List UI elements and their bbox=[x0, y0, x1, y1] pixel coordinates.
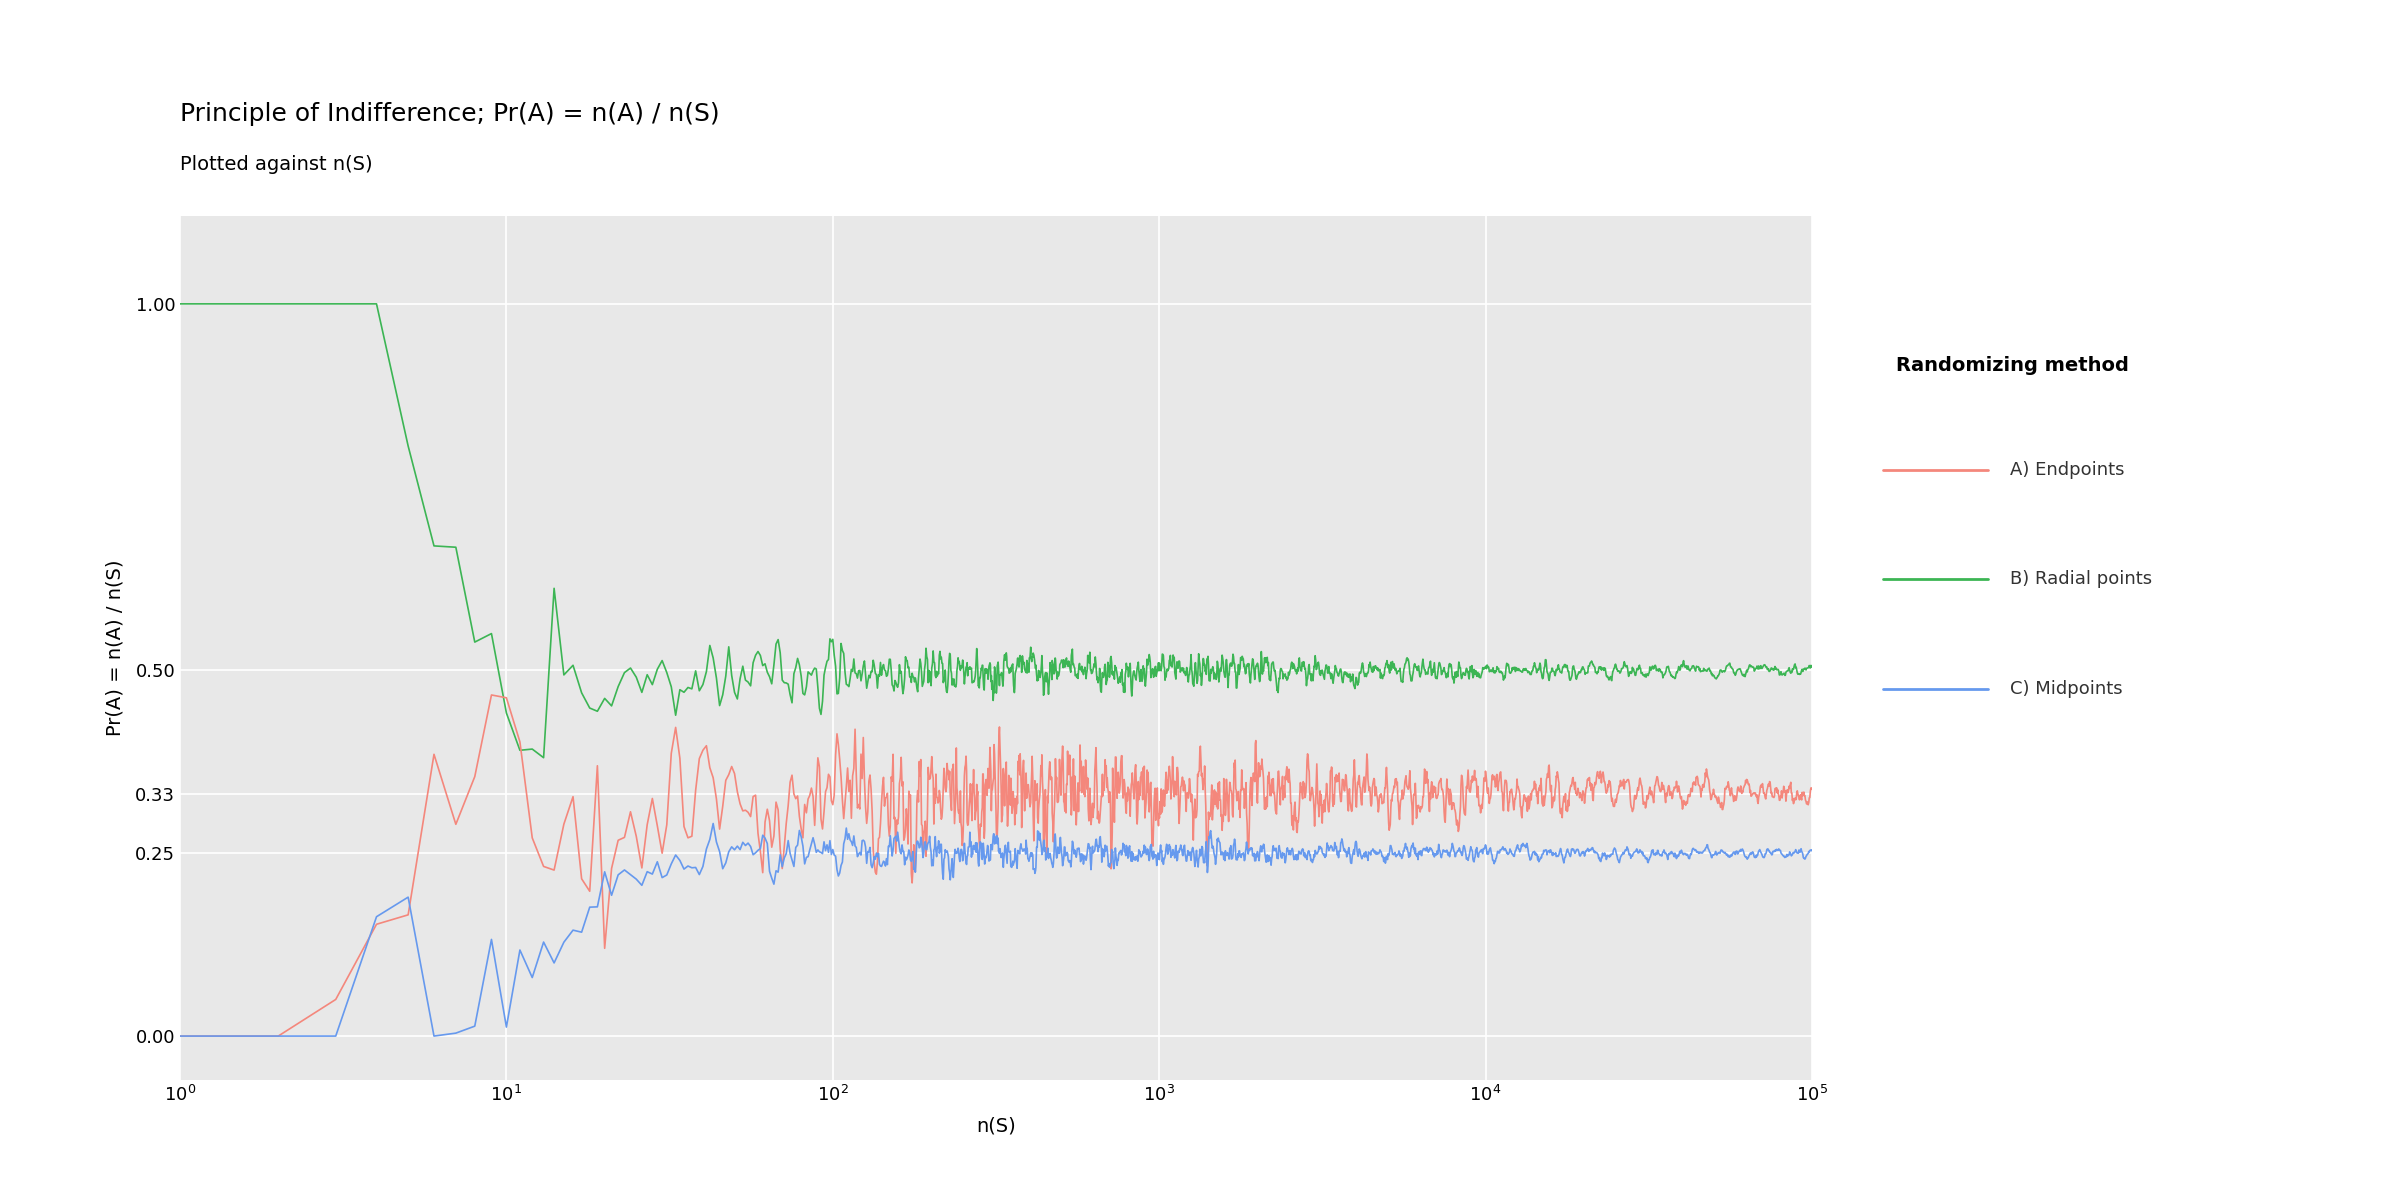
C) Midpoints bbox=[1798, 844, 1826, 858]
C) Midpoints bbox=[442, 1026, 470, 1040]
Text: Principle of Indifference; Pr(A) = n(A) / n(S): Principle of Indifference; Pr(A) = n(A) … bbox=[180, 102, 720, 126]
C) Midpoints bbox=[984, 846, 1013, 860]
C) Midpoints bbox=[1598, 842, 1627, 857]
A) Endpoints bbox=[886, 750, 914, 764]
B) Radial points bbox=[1798, 659, 1826, 673]
C) Midpoints bbox=[166, 1028, 194, 1043]
B) Radial points bbox=[528, 750, 557, 764]
Y-axis label: Pr(A) = n(A) / n(S): Pr(A) = n(A) / n(S) bbox=[106, 559, 125, 737]
C) Midpoints bbox=[977, 842, 1006, 857]
C) Midpoints bbox=[886, 846, 914, 860]
Text: C) Midpoints: C) Midpoints bbox=[2011, 679, 2124, 697]
A) Endpoints bbox=[166, 1028, 194, 1043]
Text: A) Endpoints: A) Endpoints bbox=[2011, 461, 2124, 479]
Line: B) Radial points: B) Radial points bbox=[180, 304, 1812, 757]
C) Midpoints bbox=[1536, 842, 1565, 857]
A) Endpoints bbox=[1798, 782, 1826, 797]
B) Radial points bbox=[1536, 665, 1565, 679]
B) Radial points bbox=[1598, 661, 1627, 676]
Line: C) Midpoints: C) Midpoints bbox=[180, 823, 1812, 1036]
Text: Randomizing method: Randomizing method bbox=[1896, 356, 2129, 374]
Text: Plotted against n(S): Plotted against n(S) bbox=[180, 155, 372, 174]
A) Endpoints bbox=[977, 804, 1006, 818]
B) Radial points bbox=[442, 540, 470, 554]
B) Radial points bbox=[166, 296, 194, 311]
X-axis label: n(S): n(S) bbox=[977, 1116, 1015, 1135]
A) Endpoints bbox=[1536, 782, 1565, 797]
C) Midpoints bbox=[698, 816, 727, 830]
A) Endpoints bbox=[442, 817, 470, 832]
Text: B) Radial points: B) Radial points bbox=[2011, 570, 2153, 588]
B) Radial points bbox=[886, 664, 914, 678]
Line: A) Endpoints: A) Endpoints bbox=[180, 695, 1812, 1036]
B) Radial points bbox=[977, 668, 1006, 683]
A) Endpoints bbox=[478, 688, 506, 702]
B) Radial points bbox=[984, 678, 1013, 692]
A) Endpoints bbox=[1598, 799, 1627, 814]
A) Endpoints bbox=[984, 720, 1013, 734]
